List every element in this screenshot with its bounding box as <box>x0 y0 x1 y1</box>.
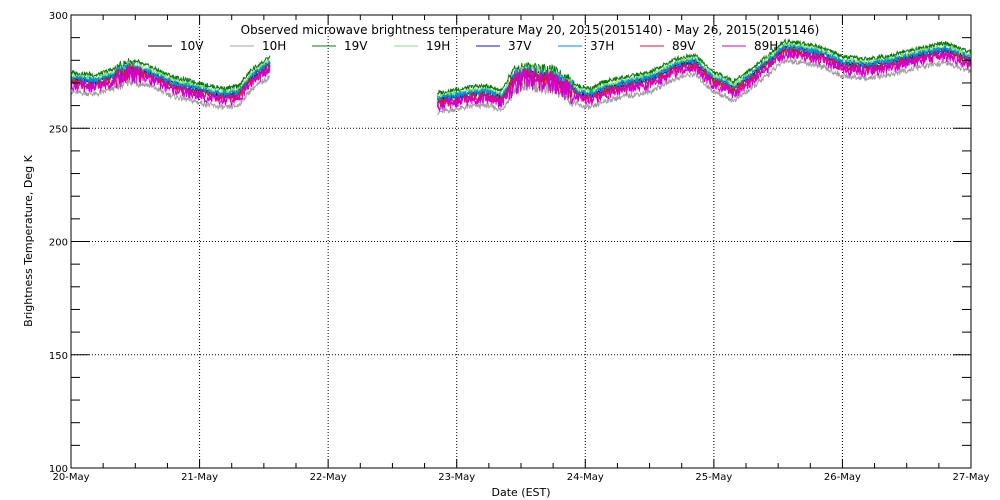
legend-label-10h: 10H <box>262 39 286 53</box>
legend-label-10v: 10V <box>180 39 204 53</box>
series-line-10h <box>70 75 271 111</box>
x-tick-label: 25-May <box>695 472 732 483</box>
chart-title: Observed microwave brightness temperatur… <box>241 23 820 37</box>
y-tick-label: 300 <box>49 11 68 22</box>
x-tick-label: 23-May <box>438 472 475 483</box>
y-axis-label: Brightness Temperature, Deg K <box>22 154 35 326</box>
legend-label-37h: 37H <box>590 39 614 53</box>
series-line-19v <box>70 55 271 93</box>
legend-label-37v: 37V <box>508 39 532 53</box>
x-tick-label: 22-May <box>310 472 347 483</box>
legend-label-19v: 19V <box>344 39 368 53</box>
tick-labels: 20-May 21-May 22-May 23-May 24-May 25-May 26-M… <box>49 11 990 483</box>
y-tick-label: 150 <box>49 351 68 362</box>
y-tick-label: 100 <box>49 464 68 475</box>
x-tick-label: 26-May <box>824 472 861 483</box>
legend-label-89h: 89H <box>754 39 778 53</box>
legend: 10V 10H 19V 19H 37V 37H 89V 89H <box>148 39 778 53</box>
series-line-89h <box>70 64 271 107</box>
legend-label-89v: 89V <box>672 39 696 53</box>
series-line-37h <box>70 61 271 98</box>
y-tick-label: 200 <box>49 238 68 249</box>
x-tick-label: 24-May <box>567 472 604 483</box>
y-tick-label: 250 <box>49 124 68 135</box>
series-lines <box>70 38 972 116</box>
series-line-89h <box>436 49 972 112</box>
axis-ticks <box>70 14 972 469</box>
x-tick-label: 21-May <box>181 472 218 483</box>
legend-label-19h: 19H <box>426 39 450 53</box>
x-tick-label: 27-May <box>952 472 989 483</box>
x-tick-label: 20-May <box>52 472 89 483</box>
x-axis-label: Date (EST) <box>491 486 550 499</box>
